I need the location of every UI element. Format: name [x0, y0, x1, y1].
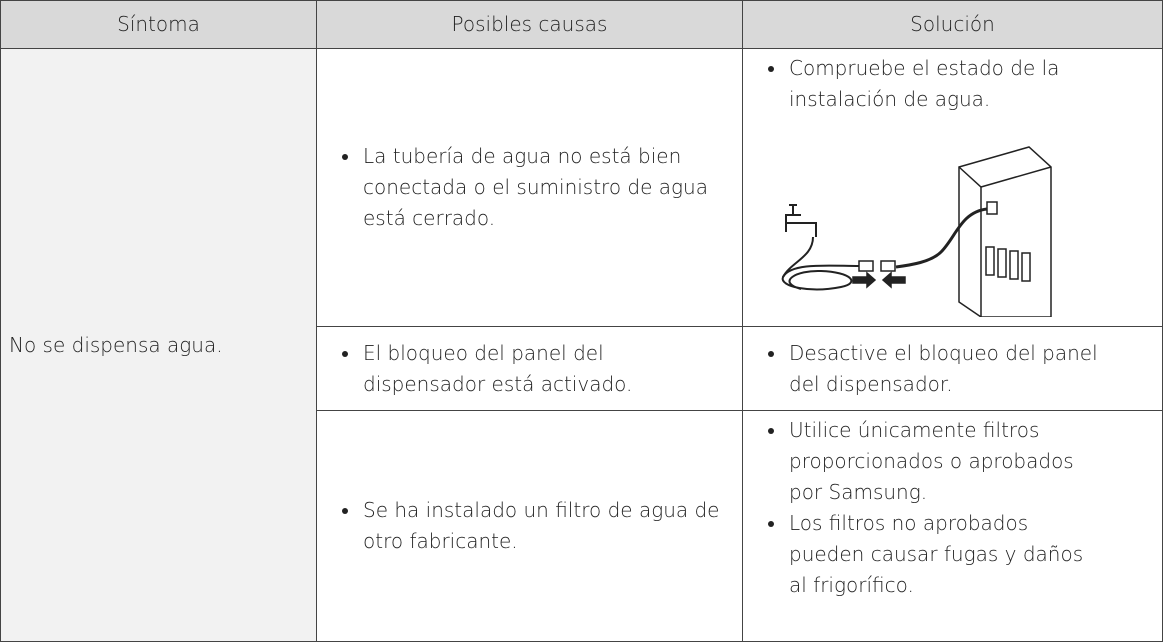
header-text: Solución — [910, 12, 995, 36]
solution-cell: Utilice únicamente filtros proporcionado… — [742, 410, 1163, 642]
header-text: Síntoma — [117, 12, 200, 36]
solution-cell: Compruebe el estado de la instalación de… — [742, 48, 1163, 327]
installation-illustration — [781, 146, 1052, 317]
cause-text: La tubería de agua no está bien conectad… — [361, 141, 712, 234]
solution-text: Desactive el bloqueo del panel del dispe… — [787, 338, 1112, 400]
cause-cell: La tubería de agua no está bien conectad… — [316, 48, 743, 327]
solution-text: Compruebe el estado de la instalación de… — [787, 53, 1102, 115]
solution-cell: Desactive el bloqueo del panel del dispe… — [742, 326, 1163, 411]
cause-text: Se ha instalado un filtro de agua de otr… — [361, 495, 722, 557]
solution-text: Utilice únicamente filtros proporcionado… — [787, 415, 1102, 508]
symptom-text: No se dispensa agua. — [9, 332, 223, 357]
symptom-cell: No se dispensa agua. — [0, 48, 317, 642]
header-cell: Posibles causas — [316, 0, 743, 49]
header-text: Posibles causas — [451, 12, 608, 36]
cause-cell: Se ha instalado un filtro de agua de otr… — [316, 410, 743, 642]
solution-text: Los filtros no aprobados pueden causar f… — [787, 508, 1102, 601]
header-cell: Solución — [742, 0, 1163, 49]
cause-text: El bloqueo del panel del dispensador est… — [361, 338, 692, 400]
cause-cell: El bloqueo del panel del dispensador est… — [316, 326, 743, 411]
header-cell: Síntoma — [0, 0, 317, 49]
